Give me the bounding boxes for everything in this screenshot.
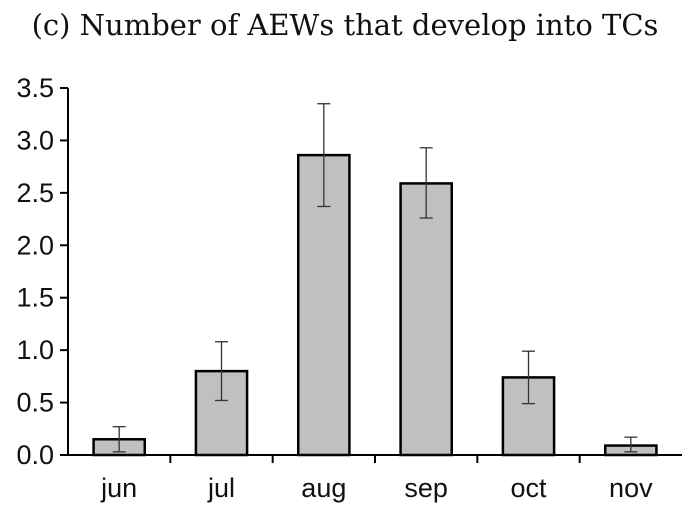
y-tick-label: 2.5 bbox=[16, 178, 54, 208]
error-bars bbox=[112, 103, 638, 453]
x-tick-label: jul bbox=[207, 473, 235, 503]
bar-sep bbox=[399, 182, 454, 457]
y-tick-label: 2.0 bbox=[16, 230, 54, 260]
x-tick-label: jun bbox=[100, 473, 137, 503]
y-tick-label: 1.0 bbox=[16, 335, 54, 365]
y-tick-label: 3.5 bbox=[16, 73, 54, 103]
bars bbox=[92, 153, 658, 457]
x-tick-label: aug bbox=[301, 473, 346, 503]
chart-title: (c) Number of AEWs that develop into TCs bbox=[31, 8, 659, 42]
y-tick-label: 0.5 bbox=[16, 388, 54, 418]
x-tick-label: nov bbox=[609, 473, 653, 503]
y-tick-label: 0.0 bbox=[16, 440, 54, 470]
x-tick-label: sep bbox=[404, 473, 448, 503]
y-tick-label: 3.0 bbox=[16, 125, 54, 155]
x-tick-label: oct bbox=[510, 473, 547, 503]
y-tick-label: 1.5 bbox=[16, 283, 54, 313]
y-axis: 0.0 0.5 1.0 1.5 2.0 2.5 3.0 3.5 bbox=[16, 73, 69, 470]
x-axis: jun jul aug sep oct nov bbox=[68, 454, 682, 503]
